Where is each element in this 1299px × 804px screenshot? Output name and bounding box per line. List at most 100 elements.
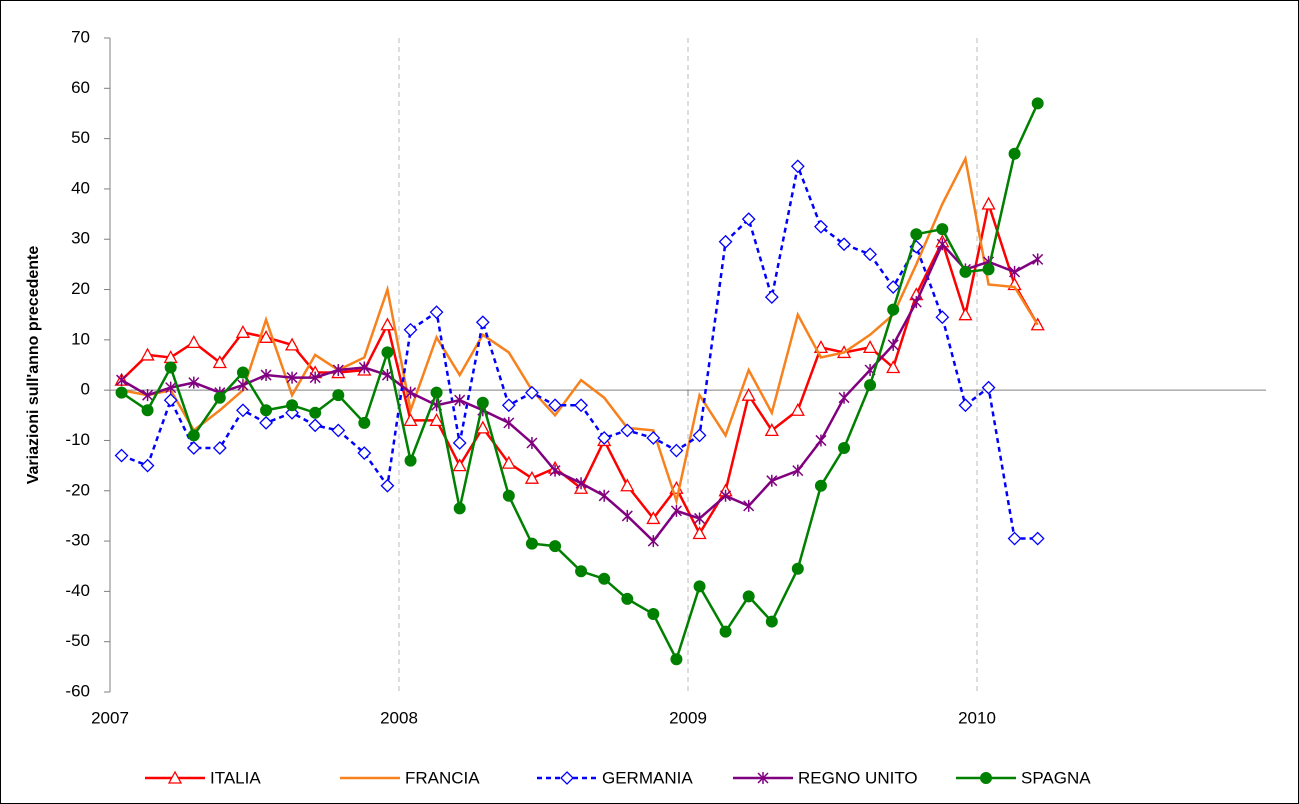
marker <box>910 296 922 309</box>
marker <box>864 379 877 392</box>
marker <box>212 441 227 455</box>
marker <box>814 479 827 492</box>
marker <box>669 443 684 458</box>
x-tick-label: 2007 <box>91 708 129 727</box>
marker <box>741 387 756 401</box>
marker <box>475 315 490 330</box>
marker <box>549 540 562 553</box>
legend-label: FRANCIA <box>405 768 480 787</box>
marker <box>286 371 298 384</box>
marker <box>403 322 418 337</box>
marker <box>1030 531 1045 546</box>
marker <box>863 247 877 262</box>
marker <box>959 265 972 278</box>
marker <box>452 436 467 450</box>
series-line <box>121 154 1039 506</box>
marker <box>142 389 154 402</box>
marker <box>452 458 467 472</box>
marker <box>621 592 634 605</box>
marker <box>260 369 272 382</box>
marker <box>357 446 372 460</box>
y-tick-label: 30 <box>71 229 90 248</box>
marker <box>430 386 443 399</box>
marker <box>1032 253 1044 266</box>
y-tick-label: 0 <box>81 380 90 399</box>
marker <box>598 572 611 585</box>
y-tick-label: 70 <box>71 27 90 46</box>
marker <box>115 386 128 399</box>
y-tick-label: -10 <box>65 430 90 449</box>
marker <box>792 464 804 477</box>
x-tick-label: 2010 <box>958 708 996 727</box>
marker <box>765 615 778 628</box>
marker <box>620 478 635 492</box>
y-tick-label: -30 <box>65 531 90 550</box>
marker <box>764 423 779 437</box>
marker <box>743 499 755 512</box>
y-tick-label: 20 <box>71 279 90 298</box>
marker <box>982 263 995 276</box>
marker <box>862 340 878 354</box>
marker <box>791 562 804 575</box>
legend-label: GERMANIA <box>602 768 693 787</box>
marker <box>692 428 707 443</box>
marker <box>575 477 587 490</box>
marker <box>475 420 490 434</box>
marker <box>720 489 732 502</box>
marker <box>598 489 610 502</box>
marker <box>647 535 659 548</box>
marker <box>163 393 178 408</box>
marker <box>503 416 515 429</box>
marker <box>188 376 200 389</box>
marker <box>358 416 371 429</box>
marker <box>258 329 274 343</box>
marker <box>525 385 539 400</box>
marker <box>936 223 949 236</box>
marker <box>718 234 733 249</box>
marker <box>766 474 778 487</box>
marker <box>453 502 466 515</box>
marker <box>186 441 201 455</box>
marker <box>560 771 574 785</box>
marker <box>1008 147 1021 160</box>
marker <box>621 509 633 522</box>
marker <box>719 625 732 638</box>
y-axis-label: Variazioni sull'anno precedente <box>25 246 42 485</box>
marker <box>692 526 707 540</box>
marker <box>958 307 973 321</box>
marker <box>308 418 323 433</box>
legend-label: ITALIA <box>210 768 261 787</box>
y-tick-label: -20 <box>65 480 90 499</box>
marker <box>764 290 779 305</box>
marker <box>814 219 828 234</box>
marker <box>525 537 538 550</box>
marker <box>429 305 444 320</box>
marker <box>1007 531 1022 546</box>
marker <box>403 412 418 426</box>
marker <box>574 398 588 413</box>
y-tick-label: -50 <box>65 631 90 650</box>
marker <box>141 404 154 417</box>
marker <box>647 608 660 621</box>
marker <box>958 398 973 413</box>
marker <box>597 431 612 445</box>
marker <box>526 436 538 449</box>
x-tick-label: 2009 <box>669 708 707 727</box>
marker <box>286 399 299 412</box>
marker <box>790 159 805 174</box>
marker <box>838 442 851 455</box>
marker <box>886 280 901 294</box>
marker <box>165 381 177 394</box>
marker <box>186 335 201 349</box>
legend-label: REGNO UNITO <box>798 768 918 787</box>
marker <box>454 394 466 407</box>
marker <box>980 772 992 784</box>
marker <box>694 512 706 525</box>
marker <box>646 431 661 445</box>
marker <box>332 364 344 377</box>
y-tick-label: 40 <box>71 178 90 197</box>
marker <box>164 361 177 374</box>
marker <box>476 396 489 409</box>
marker <box>742 590 755 603</box>
